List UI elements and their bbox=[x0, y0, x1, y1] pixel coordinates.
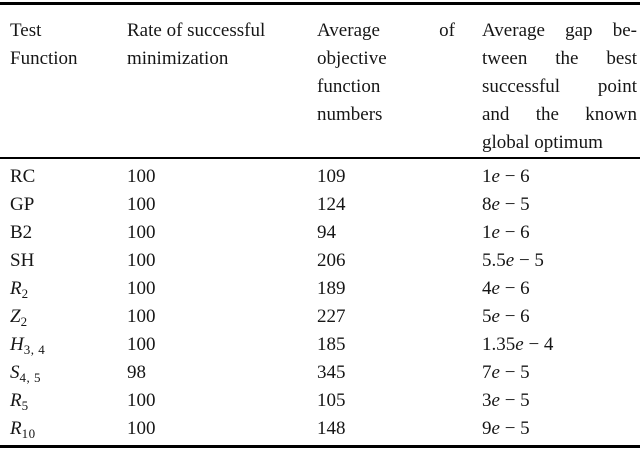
header-line: global optimum bbox=[482, 132, 603, 153]
cell-avg-objective: 94 bbox=[317, 221, 336, 243]
header-test-function: Test Function bbox=[10, 17, 127, 157]
cell-rate: 98 bbox=[127, 361, 146, 383]
cell-rate: 100 bbox=[127, 389, 156, 411]
table-body: RC 100 109 1e − 6 GP 100 124 8e − 5 B2 100 94 1e − … bbox=[0, 163, 640, 443]
cell-gap: 1.35e − 4 bbox=[482, 333, 554, 355]
cell-avg-objective: 189 bbox=[317, 277, 346, 299]
cell-gap: 7e − 5 bbox=[482, 361, 530, 383]
cell-test-function: GP bbox=[10, 193, 35, 215]
table-row: Z2 100 227 5e − 6 bbox=[0, 303, 640, 331]
cell-gap: 5e − 6 bbox=[482, 305, 530, 327]
header-rate: Rate of successful minimization bbox=[127, 17, 317, 157]
cell-avg-objective: 109 bbox=[317, 165, 346, 187]
header-line: minimization bbox=[127, 48, 229, 69]
cell-avg-objective: 185 bbox=[317, 333, 346, 355]
cell-gap: 1e − 6 bbox=[482, 165, 530, 187]
cell-rate: 100 bbox=[127, 333, 156, 355]
cell-avg-objective: 124 bbox=[317, 193, 346, 215]
cell-gap: 1e − 6 bbox=[482, 221, 530, 243]
table-row: R10 100 148 9e − 5 bbox=[0, 415, 640, 443]
table-header-row: Test Function Rate of successful minimiz… bbox=[0, 17, 640, 157]
table-row: S4, 5 98 345 7e − 5 bbox=[0, 359, 640, 387]
table-row: GP 100 124 8e − 5 bbox=[0, 191, 640, 219]
cell-test-function: RC bbox=[10, 165, 36, 187]
header-line: tween the best bbox=[482, 48, 637, 69]
cell-rate: 100 bbox=[127, 305, 156, 327]
table-mid-rule bbox=[0, 157, 640, 159]
cell-avg-objective: 148 bbox=[317, 417, 346, 439]
cell-rate: 100 bbox=[127, 193, 156, 215]
cell-rate: 100 bbox=[127, 277, 156, 299]
cell-avg-objective: 105 bbox=[317, 389, 346, 411]
header-line: Function bbox=[10, 48, 78, 69]
header-line: objective bbox=[317, 48, 387, 69]
header-line: Average of bbox=[317, 20, 455, 41]
cell-avg-objective: 206 bbox=[317, 249, 346, 271]
cell-gap: 5.5e − 5 bbox=[482, 249, 544, 271]
table-row: B2 100 94 1e − 6 bbox=[0, 219, 640, 247]
header-line: Average gap be- bbox=[482, 20, 637, 41]
cell-rate: 100 bbox=[127, 165, 156, 187]
cell-rate: 100 bbox=[127, 249, 156, 271]
cell-gap: 3e − 5 bbox=[482, 389, 530, 411]
cell-rate: 100 bbox=[127, 221, 156, 243]
cell-test-function: S4, 5 bbox=[10, 361, 41, 385]
table-row: R5 100 105 3e − 5 bbox=[0, 387, 640, 415]
header-average-gap: Average gap be- tween the best successfu… bbox=[482, 17, 637, 157]
cell-gap: 9e − 5 bbox=[482, 417, 530, 439]
table-row: R2 100 189 4e − 6 bbox=[0, 275, 640, 303]
cell-test-function: R10 bbox=[10, 417, 36, 441]
table-top-rule bbox=[0, 2, 640, 5]
table-row: RC 100 109 1e − 6 bbox=[0, 163, 640, 191]
cell-test-function: R5 bbox=[10, 389, 29, 413]
cell-gap: 4e − 6 bbox=[482, 277, 530, 299]
cell-test-function: B2 bbox=[10, 221, 33, 243]
table-bottom-rule bbox=[0, 444, 640, 448]
cell-test-function: H3, 4 bbox=[10, 333, 46, 357]
header-line: function bbox=[317, 76, 381, 97]
cell-rate: 100 bbox=[127, 417, 156, 439]
cell-test-function: Z2 bbox=[10, 305, 28, 329]
cell-test-function: SH bbox=[10, 249, 35, 271]
header-line: and the known bbox=[482, 104, 637, 125]
header-line: successful point bbox=[482, 76, 637, 97]
header-line: Test bbox=[10, 20, 42, 41]
cell-avg-objective: 345 bbox=[317, 361, 346, 383]
header-line: Rate of successful bbox=[127, 20, 266, 41]
table-row: SH 100 206 5.5e − 5 bbox=[0, 247, 640, 275]
cell-gap: 8e − 5 bbox=[482, 193, 530, 215]
table-row: H3, 4 100 185 1.35e − 4 bbox=[0, 331, 640, 359]
header-average-objective: Average of objective function numbers bbox=[317, 17, 482, 157]
cell-test-function: R2 bbox=[10, 277, 29, 301]
cell-avg-objective: 227 bbox=[317, 305, 346, 327]
header-line: numbers bbox=[317, 104, 383, 125]
